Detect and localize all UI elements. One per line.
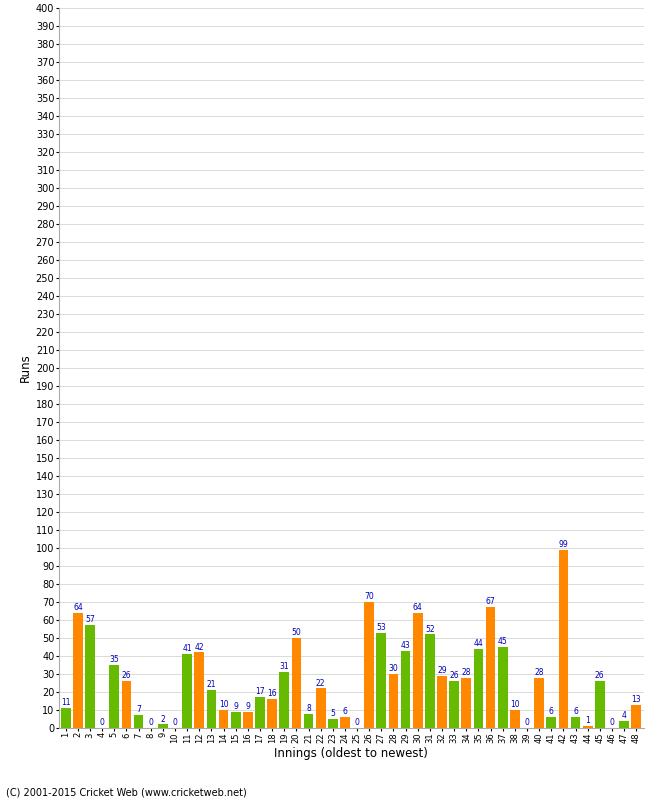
Text: 64: 64	[73, 603, 83, 612]
Text: 31: 31	[280, 662, 289, 671]
Bar	[122, 682, 131, 728]
Bar	[280, 672, 289, 728]
Bar	[486, 607, 495, 728]
Text: 6: 6	[573, 707, 578, 716]
Bar	[365, 602, 374, 728]
Text: 0: 0	[148, 718, 153, 727]
Text: 9: 9	[246, 702, 250, 711]
Bar	[61, 708, 71, 728]
Bar	[401, 650, 410, 728]
Bar	[85, 626, 95, 728]
Text: 53: 53	[376, 622, 386, 632]
Bar	[571, 718, 580, 728]
Text: 0: 0	[355, 718, 359, 727]
Bar	[425, 634, 435, 728]
Bar	[389, 674, 398, 728]
Text: 41: 41	[183, 644, 192, 654]
Text: 10: 10	[510, 700, 519, 709]
Bar	[134, 715, 144, 728]
Text: 64: 64	[413, 603, 422, 612]
Bar	[243, 712, 253, 728]
Text: 5: 5	[330, 709, 335, 718]
Text: 42: 42	[194, 642, 204, 651]
Bar	[437, 676, 447, 728]
Text: 10: 10	[219, 700, 228, 709]
Bar	[619, 721, 629, 728]
Bar	[255, 698, 265, 728]
Text: 26: 26	[449, 671, 459, 680]
Bar	[534, 678, 544, 728]
Text: 67: 67	[486, 598, 495, 606]
Bar	[376, 633, 386, 728]
Bar	[304, 714, 313, 728]
Bar	[316, 688, 326, 728]
Text: 28: 28	[462, 668, 471, 677]
Text: 11: 11	[61, 698, 71, 707]
Text: 7: 7	[136, 706, 141, 714]
Text: 13: 13	[631, 694, 641, 704]
Bar	[292, 638, 301, 728]
Text: 30: 30	[389, 664, 398, 673]
Bar	[218, 710, 228, 728]
Bar	[595, 682, 604, 728]
Text: 28: 28	[534, 668, 544, 677]
Bar	[449, 682, 459, 728]
Text: 52: 52	[425, 625, 435, 634]
Text: 26: 26	[122, 671, 131, 680]
Bar	[498, 647, 508, 728]
Text: 50: 50	[291, 628, 301, 637]
Bar	[547, 718, 556, 728]
Text: 21: 21	[207, 680, 216, 690]
Bar	[462, 678, 471, 728]
Bar	[194, 653, 204, 728]
Text: 35: 35	[109, 655, 119, 664]
Text: 4: 4	[621, 711, 627, 720]
Text: 0: 0	[99, 718, 105, 727]
Bar	[631, 705, 641, 728]
Bar	[73, 613, 83, 728]
Bar	[340, 718, 350, 728]
Text: (C) 2001-2015 Cricket Web (www.cricketweb.net): (C) 2001-2015 Cricket Web (www.cricketwe…	[6, 787, 247, 798]
Text: 26: 26	[595, 671, 604, 680]
Bar	[267, 699, 277, 728]
Text: 8: 8	[306, 704, 311, 713]
Text: 6: 6	[343, 707, 347, 716]
Bar	[413, 613, 422, 728]
Text: 22: 22	[316, 678, 326, 687]
Text: 0: 0	[525, 718, 529, 727]
Y-axis label: Runs: Runs	[19, 354, 32, 382]
Bar	[510, 710, 520, 728]
Text: 70: 70	[365, 592, 374, 601]
Text: 99: 99	[558, 540, 568, 549]
Text: 45: 45	[498, 637, 508, 646]
Bar	[474, 649, 484, 728]
Text: 57: 57	[85, 615, 95, 625]
Bar	[328, 719, 337, 728]
Bar	[558, 550, 568, 728]
Text: 6: 6	[549, 707, 554, 716]
Bar	[231, 712, 240, 728]
Text: 1: 1	[585, 716, 590, 726]
Text: 44: 44	[474, 639, 484, 648]
X-axis label: Innings (oldest to newest): Innings (oldest to newest)	[274, 747, 428, 760]
Text: 17: 17	[255, 687, 265, 697]
Text: 0: 0	[173, 718, 177, 727]
Bar	[182, 654, 192, 728]
Bar	[158, 725, 168, 728]
Text: 29: 29	[437, 666, 447, 675]
Bar	[109, 665, 119, 728]
Text: 9: 9	[233, 702, 238, 711]
Text: 43: 43	[401, 641, 411, 650]
Text: 0: 0	[610, 718, 614, 727]
Text: 2: 2	[161, 714, 165, 723]
Text: 16: 16	[267, 690, 277, 698]
Bar	[207, 690, 216, 728]
Bar	[583, 726, 593, 728]
